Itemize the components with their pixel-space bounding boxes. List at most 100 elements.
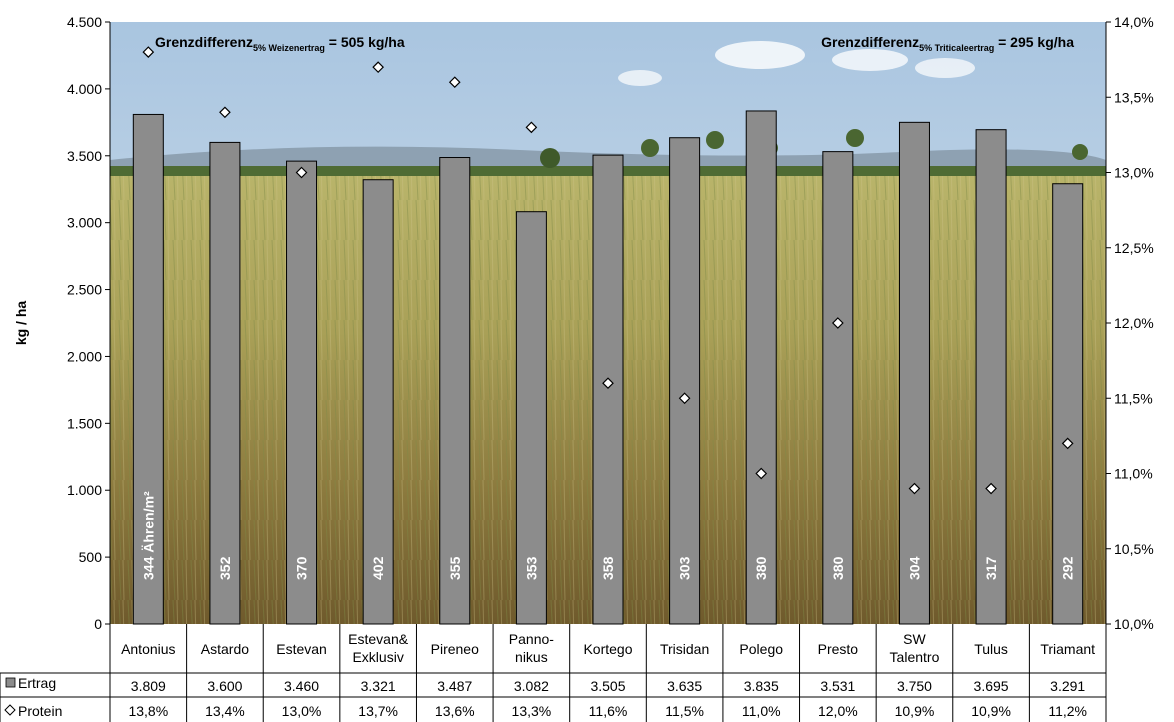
category-label: Presto xyxy=(818,641,859,657)
protein-marker xyxy=(678,392,691,405)
bar xyxy=(132,113,164,625)
protein-cell: 12,0% xyxy=(818,703,858,719)
y2-tick-label: 10,5% xyxy=(1114,541,1154,557)
y-tick-label: 2.500 xyxy=(67,282,102,298)
category-label-line: Kortego xyxy=(583,641,632,657)
category-label-line: Pireneo xyxy=(431,641,479,657)
ertrag-cell: 3.460 xyxy=(284,678,319,694)
y2-tick-label: 12,5% xyxy=(1114,240,1154,256)
category-label: Polego xyxy=(739,641,783,657)
ertrag-bars xyxy=(132,110,1084,625)
protein-cell: 13,6% xyxy=(435,703,475,719)
y-tick-label: 2.000 xyxy=(67,348,102,364)
bar-label: 380 xyxy=(830,556,846,580)
ertrag-cell: 3.321 xyxy=(361,678,396,694)
protein-cell: 10,9% xyxy=(971,703,1011,719)
bar-label: 355 xyxy=(447,556,463,580)
category-label-line: Panno- xyxy=(509,631,554,647)
protein-marker xyxy=(831,317,844,329)
bar-label: 304 xyxy=(906,556,922,580)
protein-marker xyxy=(448,76,461,89)
right-axis-ticks: 10,0% 10,5% 11,0% 11,5% 12,0% 12,5% 13,0% 13,5%… xyxy=(1106,14,1154,632)
category-label: Triamant xyxy=(1040,641,1095,657)
y2-tick-label: 14,0% xyxy=(1114,14,1154,30)
bar-label: 317 xyxy=(983,556,999,580)
category-label-line: nikus xyxy=(515,649,548,665)
left-axis-ticks: 0 500 1.000 1.500 2.000 2.500 3.000 3.500 4.000 4… xyxy=(67,14,110,632)
legend-protein: Protein xyxy=(4,703,62,719)
bar xyxy=(745,110,777,625)
ertrag-cell: 3.531 xyxy=(820,678,855,694)
bar xyxy=(669,137,701,625)
protein-marker xyxy=(295,166,308,179)
bar-value-labels: 344 Ähren/m² 352 370 402 355 353 358 303 380 380 3… xyxy=(140,491,1075,580)
category-label-line: Estevan xyxy=(276,641,327,657)
bar xyxy=(362,179,394,625)
ertrag-cell: 3.695 xyxy=(974,678,1009,694)
category-label-line: Tulus xyxy=(974,641,1008,657)
y2-tick-label: 11,5% xyxy=(1114,390,1153,406)
annotation-triticale-suffix: = 295 kg/ha xyxy=(994,34,1074,50)
category-label: Astardo xyxy=(201,641,249,657)
legend-protein-diamond-icon xyxy=(4,704,16,716)
y2-tick-label: 13,0% xyxy=(1114,165,1154,181)
data-table-cells: 3.809 3.600 3.460 3.321 3.487 3.082 3.505 3.635… xyxy=(128,678,1087,719)
ertrag-cell: 3.835 xyxy=(744,678,779,694)
y-tick-label: 0 xyxy=(94,616,102,632)
annotation-weizen-subscript: 5% Weizenertrag xyxy=(253,43,325,53)
protein-marker xyxy=(142,46,155,58)
y2-tick-label: 12,0% xyxy=(1114,315,1154,331)
bar xyxy=(286,160,318,625)
protein-marker xyxy=(908,482,921,495)
y-tick-label: 4.500 xyxy=(67,14,102,30)
svg-text:Grenzdifferenz5% Triticaleertr: Grenzdifferenz5% Triticaleertrag = 295 k… xyxy=(821,34,1074,53)
category-label: SW Talentro xyxy=(890,631,940,665)
ertrag-cell: 3.750 xyxy=(897,678,932,694)
category-label-line: Exklusiv xyxy=(352,649,403,665)
category-label: Kortego xyxy=(583,641,632,657)
y-tick-label: 4.000 xyxy=(67,81,102,97)
bar-label: 370 xyxy=(294,556,310,580)
category-label-line: SW xyxy=(903,631,926,647)
protein-cell: 13,0% xyxy=(282,703,322,719)
annotation-weizen: Grenzdifferenz5% Weizenertrag = 505 kg/h… xyxy=(155,34,405,53)
protein-cell: 13,7% xyxy=(358,703,398,719)
ertrag-cell: 3.600 xyxy=(207,678,242,694)
protein-cell: 11,2% xyxy=(1048,703,1087,719)
category-label-line: Triamant xyxy=(1040,641,1095,657)
annotation-triticale: Grenzdifferenz5% Triticaleertrag = 295 k… xyxy=(821,34,1074,53)
category-label-line: Talentro xyxy=(890,649,940,665)
category-label-line: Astardo xyxy=(201,641,249,657)
category-label-line: Trisidan xyxy=(660,641,709,657)
bar xyxy=(822,151,854,625)
category-label: Panno-nikus xyxy=(509,631,554,665)
ertrag-cell: 3.291 xyxy=(1050,678,1085,694)
y2-tick-label: 11,0% xyxy=(1114,466,1153,482)
ertrag-cell: 3.487 xyxy=(437,678,472,694)
data-table-grid xyxy=(0,624,1107,722)
annotation-weizen-prefix: Grenzdifferenz xyxy=(155,34,253,50)
bar xyxy=(1052,183,1084,625)
bar-label: 344 Ähren/m² xyxy=(140,491,156,580)
protein-marker xyxy=(525,121,538,134)
protein-cell: 11,5% xyxy=(665,703,704,719)
bar-label: 380 xyxy=(753,556,769,580)
protein-cell: 11,0% xyxy=(742,703,781,719)
ertrag-cell: 3.809 xyxy=(131,678,166,694)
legend-ertrag: Ertrag xyxy=(5,675,56,691)
protein-marker xyxy=(985,482,997,495)
category-label: Pireneo xyxy=(431,641,479,657)
y-tick-label: 3.000 xyxy=(67,215,102,231)
annotation-triticale-subscript: 5% Triticaleertrag xyxy=(919,43,994,53)
category-label: Estevan& Exklusiv xyxy=(348,631,409,665)
bar-label: 353 xyxy=(523,556,539,580)
svg-text:Grenzdifferenz5% Weizenertrag: Grenzdifferenz5% Weizenertrag = 505 kg/h… xyxy=(155,34,405,53)
annotation-weizen-suffix: = 505 kg/ha xyxy=(325,34,405,50)
ertrag-cell: 3.082 xyxy=(514,678,549,694)
protein-cell: 13,3% xyxy=(512,703,552,719)
annotation-triticale-prefix: Grenzdifferenz xyxy=(821,34,919,50)
category-label-line: Antonius xyxy=(121,641,175,657)
bar-label: 402 xyxy=(370,556,386,580)
bar xyxy=(209,141,241,625)
